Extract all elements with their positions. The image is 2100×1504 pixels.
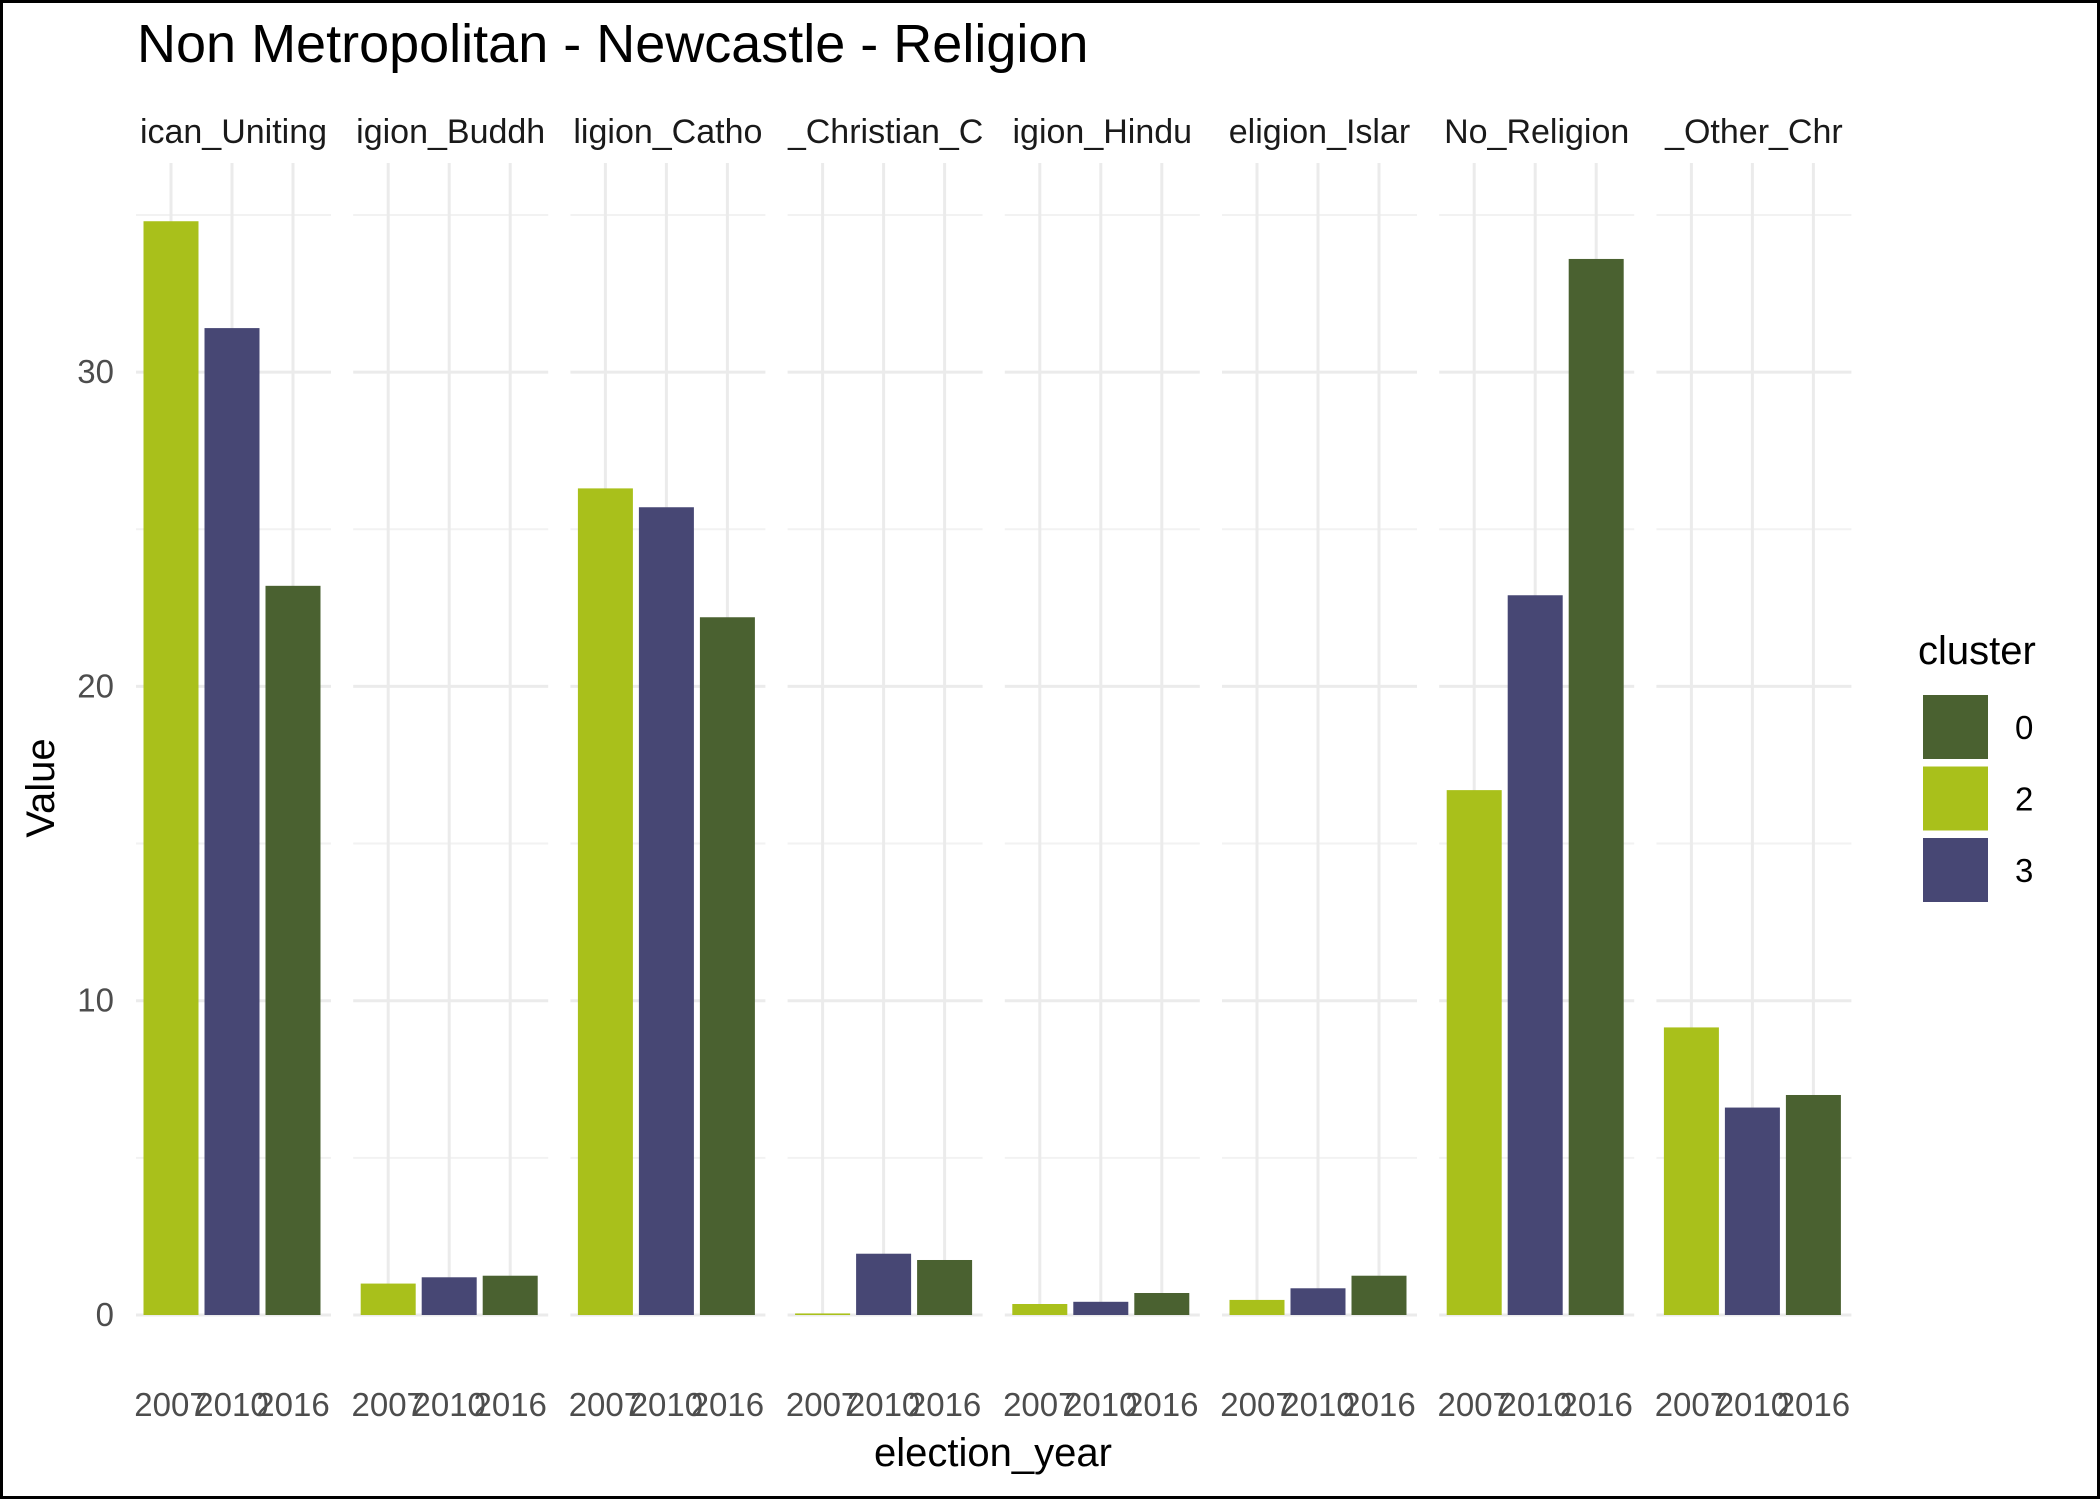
x-tick-label: 2016: [256, 1386, 329, 1423]
facet-strip-label: eligion_Islar: [1229, 113, 1410, 151]
legend-label: 3: [2015, 852, 2033, 889]
bar: [577, 488, 633, 1315]
bar: [1785, 1094, 1841, 1315]
bar: [1724, 1107, 1780, 1315]
x-tick-label: 2007: [786, 1386, 859, 1423]
bar: [1229, 1299, 1285, 1315]
facet-strip-label: _Other_Chr: [1664, 113, 1843, 151]
bar: [1663, 1027, 1719, 1315]
x-tick-label: 2016: [1777, 1386, 1850, 1423]
legend-label: 0: [2015, 709, 2033, 746]
facet-strip-label: igion_Buddh: [356, 113, 545, 151]
legend-swatch: [1923, 838, 1988, 902]
legend-swatch: [1923, 766, 1988, 831]
x-tick-label: 2010: [1498, 1386, 1571, 1423]
x-tick-label: 2010: [630, 1386, 703, 1423]
x-tick-label: 2010: [1281, 1386, 1354, 1423]
x-tick-label: 2010: [195, 1386, 268, 1423]
facet-strip-label: igion_Hindu: [1013, 113, 1193, 151]
bar: [1134, 1292, 1190, 1315]
bar: [143, 221, 199, 1316]
x-tick-label: 2010: [1064, 1386, 1137, 1423]
x-axis-title: election_year: [874, 1431, 1112, 1475]
bar: [1568, 258, 1624, 1315]
y-tick-label: 10: [77, 982, 114, 1019]
bar: [699, 617, 755, 1315]
bar: [638, 507, 694, 1315]
bar: [1507, 595, 1563, 1315]
bar: [795, 1313, 851, 1315]
y-tick-label: 0: [96, 1296, 114, 1333]
legend-swatch: [1923, 695, 1988, 759]
bar: [421, 1277, 477, 1315]
bar: [1446, 790, 1502, 1315]
x-tick-label: 2016: [1125, 1386, 1198, 1423]
y-axis: 0 10 20 30: [77, 353, 114, 1333]
bar: [1290, 1288, 1346, 1315]
facet-strip-label: ligion_Catho: [573, 113, 762, 151]
bar: [1073, 1301, 1129, 1315]
x-tick-label: 2016: [908, 1386, 981, 1423]
x-tick-label: 2007: [134, 1386, 207, 1423]
x-tick-label: 2007: [1220, 1386, 1293, 1423]
bar: [482, 1275, 538, 1315]
x-tick-label: 2007: [1655, 1386, 1728, 1423]
x-tick-label: 2007: [351, 1386, 424, 1423]
legend-label: 2: [2015, 781, 2033, 818]
legend: cluster 0 2 3: [1918, 629, 2036, 902]
bar: [1351, 1275, 1407, 1315]
x-tick-label: 2016: [473, 1386, 546, 1423]
facet-strip-label: _Christian_C: [786, 113, 984, 151]
facet-strip-label: ican_Uniting: [140, 113, 327, 151]
y-tick-label: 30: [77, 353, 114, 390]
bar: [856, 1253, 912, 1315]
x-tick-label: 2016: [1559, 1386, 1632, 1423]
bar: [204, 328, 260, 1315]
bar: [917, 1259, 973, 1315]
y-tick-label: 20: [77, 667, 114, 704]
bar: [360, 1283, 416, 1315]
y-axis-title: Value: [19, 738, 63, 837]
x-tick-label: 2010: [412, 1386, 485, 1423]
x-tick-label: 2010: [1716, 1386, 1789, 1423]
x-tick-label: 2016: [691, 1386, 764, 1423]
x-tick-label: 2007: [1437, 1386, 1510, 1423]
facets-layer: ican_Uniting200720102016igion_Buddh20072…: [134, 113, 1852, 1423]
legend-title: cluster: [1918, 629, 2036, 673]
x-tick-label: 2007: [569, 1386, 642, 1423]
facet-strip-label: No_Religion: [1444, 113, 1629, 151]
chart-title: Non Metropolitan - Newcastle - Religion: [137, 14, 1088, 74]
x-tick-label: 2016: [1342, 1386, 1415, 1423]
bar: [1012, 1303, 1068, 1315]
x-tick-label: 2010: [847, 1386, 920, 1423]
x-tick-label: 2007: [1003, 1386, 1076, 1423]
bar: [265, 585, 321, 1315]
